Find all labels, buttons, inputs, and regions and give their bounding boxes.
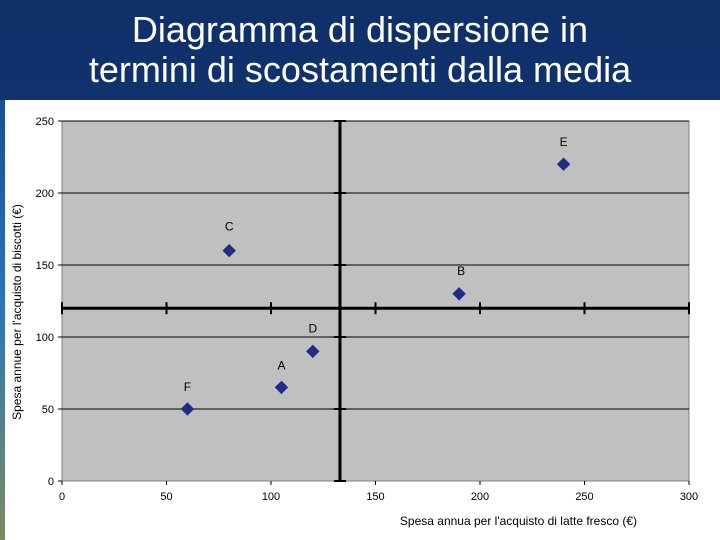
y-tick-label: 100: [36, 332, 54, 344]
data-label-c: C: [225, 220, 234, 234]
x-tick-label: 250: [575, 491, 593, 503]
y-tick-label: 200: [36, 188, 54, 200]
data-label-e: E: [560, 135, 568, 149]
left-decorative-strip: [0, 100, 5, 540]
data-label-d: D: [308, 321, 317, 335]
y-tick-label: 50: [42, 404, 54, 416]
x-tick-label: 300: [680, 491, 698, 503]
data-label-a: A: [277, 358, 285, 372]
data-point-a: [274, 380, 289, 395]
x-tick-label: 150: [366, 491, 384, 503]
y-axis-label: Spesa annue per l'acquisto di biscotti (…: [10, 204, 24, 420]
page-title: Diagramma di dispersione in termini di s…: [88, 8, 632, 90]
data-point-b: [452, 287, 466, 301]
x-tick-label: 100: [262, 491, 280, 503]
data-point-f: [180, 402, 195, 416]
x-tick-label: 50: [160, 491, 172, 503]
y-tick-label: 0: [48, 476, 54, 488]
data-point-e: [556, 157, 571, 171]
x-tick-label: 0: [59, 491, 65, 503]
x-axis-label: Spesa annua per l'acquisto di latte fres…: [399, 514, 637, 528]
data-point-c: [222, 243, 236, 258]
data-point-d: [306, 344, 320, 359]
data-label-f: F: [184, 380, 191, 394]
y-tick-label: 150: [36, 260, 54, 272]
data-label-b: B: [457, 264, 465, 278]
scatter-chart: 0 50 100 150 200 250 300 0 50 100 150 200 250 A B C D E F: [36, 116, 699, 503]
plot-area: [61, 120, 690, 482]
y-tick-label: 250: [36, 116, 54, 128]
scatter-chart-container: 0 50 100 150 200 250 300 0 50 100 150 200 250 A B C D E F …: [5, 100, 720, 540]
x-tick-label: 200: [471, 491, 489, 503]
